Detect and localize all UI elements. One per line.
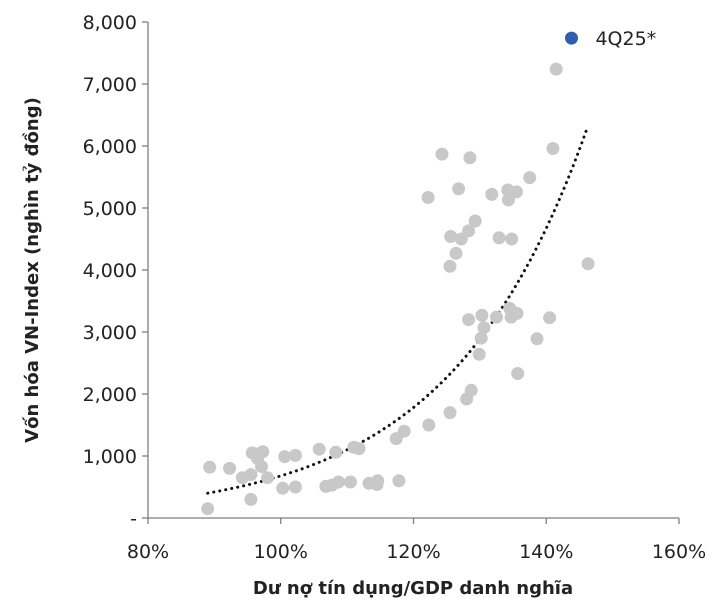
x-tick-label: 100% bbox=[254, 541, 308, 563]
data-point bbox=[462, 313, 476, 327]
data-point bbox=[472, 347, 486, 361]
data-point bbox=[464, 383, 478, 397]
data-point bbox=[256, 445, 270, 459]
data-point bbox=[462, 224, 476, 238]
x-tick-label: 140% bbox=[519, 541, 573, 563]
highlight-point bbox=[565, 31, 578, 45]
data-point bbox=[452, 182, 466, 196]
data-point bbox=[490, 310, 503, 324]
data-point bbox=[201, 502, 215, 516]
data-point bbox=[352, 442, 366, 456]
data-point bbox=[475, 308, 489, 322]
data-point bbox=[511, 367, 525, 380]
x-tick-label: 160% bbox=[652, 541, 706, 563]
data-point bbox=[332, 475, 345, 489]
data-point bbox=[278, 450, 292, 464]
data-point bbox=[435, 147, 449, 161]
trendline-layer bbox=[206, 125, 589, 495]
data-point bbox=[288, 448, 302, 462]
data-point bbox=[223, 461, 237, 475]
data-point bbox=[244, 468, 258, 482]
data-point bbox=[422, 418, 436, 432]
data-point bbox=[443, 406, 457, 420]
data-point bbox=[421, 191, 435, 204]
highlight-label: 4Q25* bbox=[595, 28, 656, 50]
data-point bbox=[501, 193, 515, 207]
data-point bbox=[463, 151, 477, 165]
data-point bbox=[549, 62, 563, 76]
data-point bbox=[474, 331, 488, 345]
x-tick-label: 120% bbox=[386, 541, 440, 563]
data-point bbox=[312, 442, 326, 456]
points-layer bbox=[201, 31, 595, 516]
data-point bbox=[530, 332, 544, 346]
y-tick-label: 6,000 bbox=[83, 136, 137, 158]
data-point bbox=[343, 475, 357, 489]
y-axis-title: Vốn hóa VN-Index (nghìn tỷ đồng) bbox=[22, 97, 43, 443]
data-point bbox=[255, 460, 268, 473]
data-point bbox=[505, 232, 519, 246]
data-point bbox=[443, 259, 457, 273]
y-tick-label: - bbox=[130, 508, 137, 530]
data-point bbox=[523, 171, 537, 185]
axes bbox=[142, 21, 680, 524]
data-point bbox=[444, 230, 458, 243]
data-point bbox=[449, 246, 463, 260]
y-tick-label: 5,000 bbox=[83, 198, 137, 220]
data-point bbox=[276, 481, 290, 495]
x-tick-label: 80% bbox=[127, 541, 169, 563]
legend: 4Q25* bbox=[595, 28, 656, 50]
data-point bbox=[509, 185, 523, 199]
data-point bbox=[510, 306, 524, 320]
data-point bbox=[468, 214, 482, 228]
data-point bbox=[546, 142, 560, 155]
data-point bbox=[329, 445, 343, 459]
data-point bbox=[485, 187, 499, 201]
data-point bbox=[392, 474, 406, 488]
data-point bbox=[203, 460, 217, 474]
y-tick-label: 2,000 bbox=[83, 384, 137, 406]
y-tick-label: 4,000 bbox=[83, 260, 137, 282]
trendline bbox=[206, 125, 589, 495]
y-tick-label: 8,000 bbox=[83, 12, 137, 34]
x-axis-title: Dư nợ tín dụng/GDP danh nghĩa bbox=[253, 578, 573, 599]
data-point bbox=[371, 474, 385, 488]
y-tick-label: 7,000 bbox=[83, 74, 137, 96]
y-tick-label: 3,000 bbox=[83, 322, 137, 344]
data-point bbox=[477, 321, 491, 335]
data-point bbox=[543, 311, 557, 325]
tick-labels: - 1,000 2,000 3,000 4,000 5,000 6,000 7,000 8,00… bbox=[83, 12, 707, 563]
data-point bbox=[244, 492, 258, 506]
data-point bbox=[261, 471, 274, 485]
data-point bbox=[397, 424, 411, 438]
data-point bbox=[492, 231, 506, 245]
data-point bbox=[288, 480, 302, 494]
y-tick-label: 1,000 bbox=[83, 446, 137, 468]
data-point bbox=[581, 257, 595, 271]
